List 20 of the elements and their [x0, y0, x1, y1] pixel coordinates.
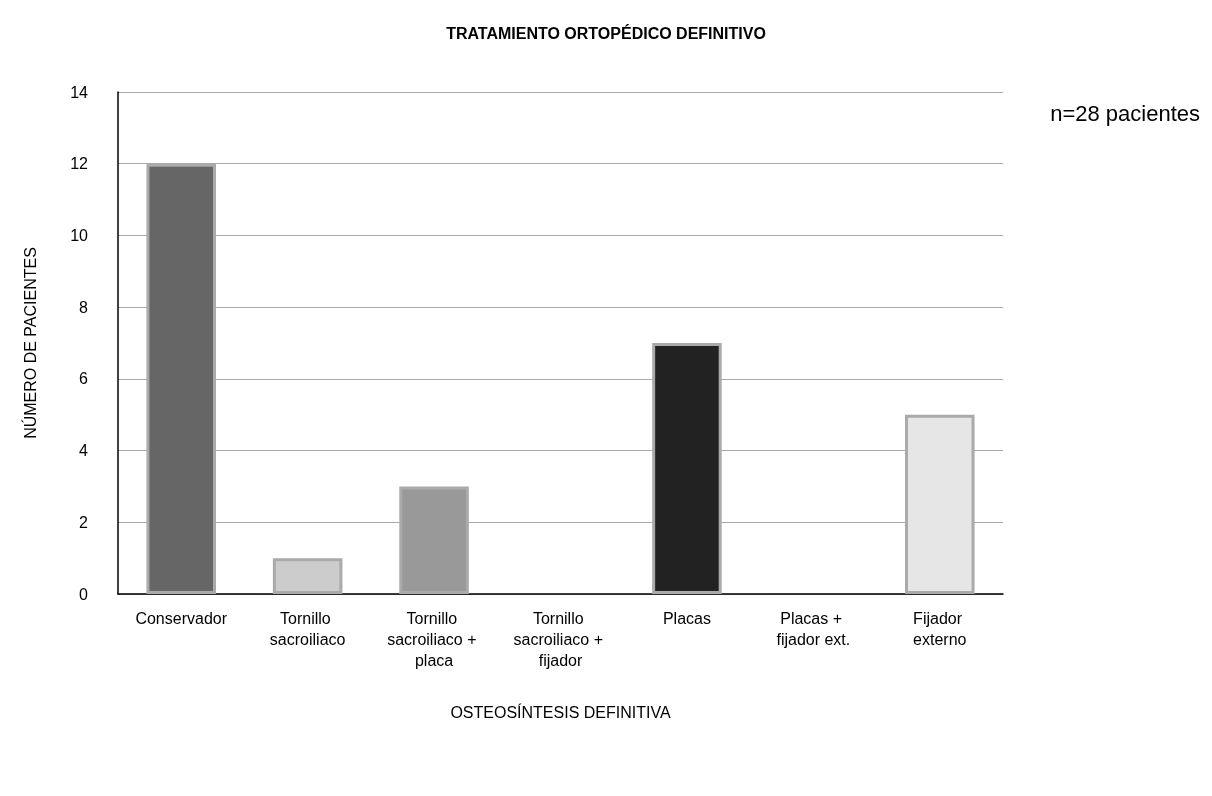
bar [272, 558, 343, 594]
text: n=28 pacientes [1050, 100, 1200, 126]
y-tick-label: 14 [70, 83, 89, 101]
y-tick-label: 0 [79, 585, 89, 603]
x-axis-title: OSTEOSÍNTESIS DEFINITIVA [450, 702, 671, 721]
x-tick-label: Tornillo sacroiliaco + placa [387, 610, 481, 669]
x-tick-label: Placas [662, 610, 711, 627]
y-tick-label: 4 [79, 442, 89, 460]
y-tick-label: 12 [70, 155, 89, 173]
x-tick-label: Fijador externo [913, 610, 967, 648]
y-tick-label: 8 [79, 298, 89, 316]
x-tick-label: Placas + fijador ext. [776, 610, 851, 648]
x-tick-label: Tornillo sacroiliaco + fijador [513, 610, 608, 669]
y-axis-title: NÚMERO DE PACIENTES [20, 247, 39, 439]
x-tick-label: Tornillo sacroiliaco [269, 610, 346, 648]
y-tick-label: 2 [79, 513, 89, 531]
chart-title: TRATAMIENTO ORTOPÉDICO DEFINITIVO [446, 23, 766, 42]
x-tick-label: Conservador [135, 610, 228, 627]
y-tick-label: 6 [79, 370, 89, 388]
y-tick-label: 10 [70, 226, 89, 244]
